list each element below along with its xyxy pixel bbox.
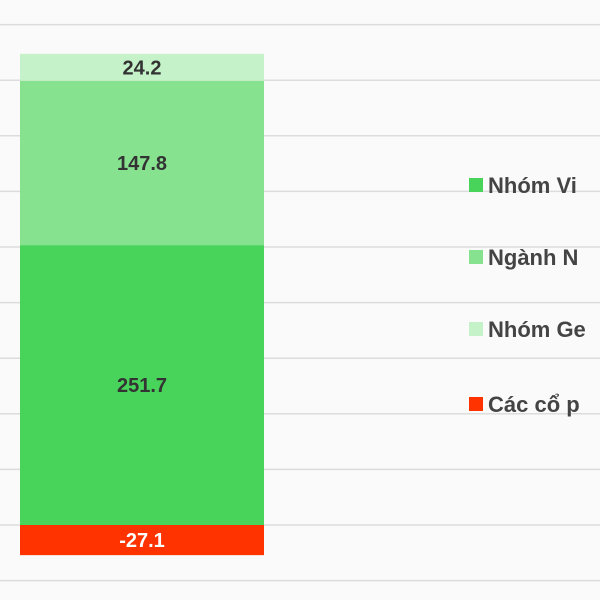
bar-segment	[20, 245, 264, 525]
legend-swatch	[469, 250, 483, 264]
legend-label: Các cổ p	[488, 392, 580, 417]
legend-swatch	[469, 397, 483, 411]
bar-segment	[20, 525, 264, 556]
data-labels: 251.7 147.8 24.2 -27.1	[117, 57, 167, 552]
bar-segment	[20, 80, 264, 246]
legend: Nhóm Vi Ngành N Nhóm Ge Các cổ p	[469, 173, 586, 417]
legend-label: Nhóm Ge	[488, 317, 586, 342]
data-label: 147.8	[117, 153, 167, 175]
legend-label: Nhóm Vi	[488, 173, 577, 198]
legend-swatch	[469, 322, 483, 336]
legend-label: Ngành N	[488, 245, 578, 270]
bar-segment	[20, 53, 264, 81]
data-label: 251.7	[117, 375, 167, 397]
legend-swatch	[469, 178, 483, 192]
bars	[20, 53, 264, 556]
data-label: 24.2	[123, 57, 162, 79]
data-label: -27.1	[119, 530, 165, 552]
